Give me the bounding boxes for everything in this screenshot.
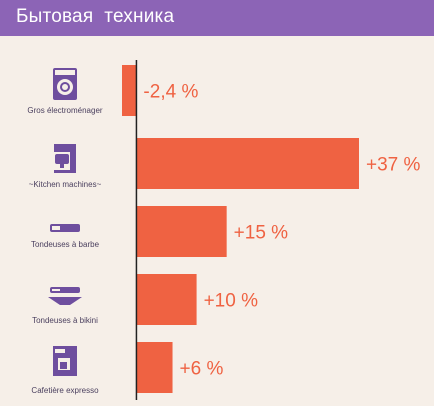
value-label: +37 %	[366, 155, 421, 176]
page-title: Бытовая техника	[16, 6, 175, 27]
value-label: -2,4 %	[143, 82, 198, 103]
bikini-trimmer-icon	[48, 287, 82, 305]
bar	[136, 274, 197, 325]
category-label: Tondeuses à barbe	[30, 240, 100, 249]
value-label: +15 %	[234, 223, 289, 244]
espresso-machine-icon	[53, 346, 77, 376]
value-label: +6 %	[180, 359, 224, 380]
category-label: ~Kitchen machines~	[28, 180, 102, 189]
bar	[136, 206, 227, 257]
beard-trimmer-icon	[50, 224, 80, 232]
category-label: Tondeuses à bikini	[32, 316, 98, 325]
bar	[136, 138, 359, 189]
category-label: Gros électroménager	[27, 106, 103, 115]
bar	[122, 65, 137, 116]
bar	[136, 342, 173, 393]
kitchen-machine-icon	[54, 144, 76, 173]
category-label: Cafetière expresso	[31, 386, 99, 395]
washing-machine-icon	[53, 68, 77, 100]
header-bar: Бытовая техника	[0, 0, 434, 36]
value-label: +10 %	[204, 291, 259, 312]
